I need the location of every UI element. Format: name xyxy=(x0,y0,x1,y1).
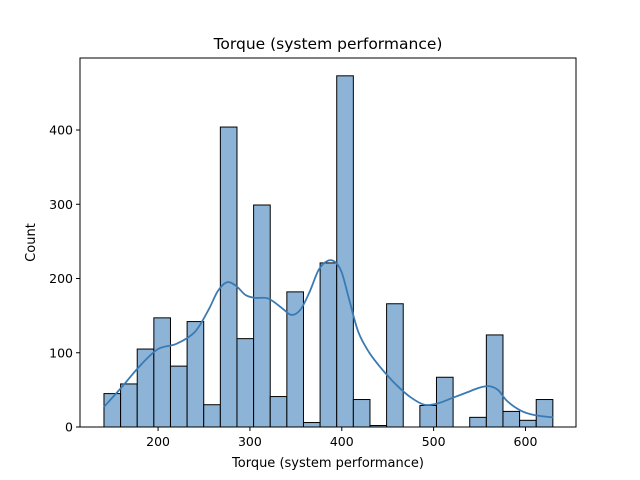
y-axis: 0 100 200 300 400 xyxy=(49,123,80,435)
histogram-bar xyxy=(419,404,437,428)
bars-layer xyxy=(103,75,554,428)
y-tick-label: 0 xyxy=(65,420,73,435)
y-axis-label: Count xyxy=(24,223,39,262)
histogram-bar xyxy=(535,399,554,428)
x-tick-label: 200 xyxy=(146,434,170,449)
x-tick-label: 400 xyxy=(330,434,354,449)
histogram-bar xyxy=(286,291,304,428)
plot-frame xyxy=(79,57,577,428)
histogram-bar xyxy=(336,75,354,428)
histogram-bar xyxy=(236,338,255,428)
histogram-bar xyxy=(319,262,338,428)
x-tick-label: 500 xyxy=(422,434,446,449)
histogram-bar xyxy=(502,410,521,428)
x-tick-label: 600 xyxy=(514,434,538,449)
histogram-bar xyxy=(352,399,371,428)
histogram-bar xyxy=(120,383,138,428)
histogram-bar xyxy=(302,422,321,428)
chart-title: Torque (system performance) xyxy=(213,35,443,53)
y-tick-label: 400 xyxy=(49,123,73,138)
histogram-bar xyxy=(469,416,487,428)
histogram-bar xyxy=(519,419,537,428)
y-tick-label: 200 xyxy=(49,271,73,286)
histogram-bar xyxy=(386,303,404,428)
histogram-bar xyxy=(485,334,504,428)
histogram-bar xyxy=(219,126,238,428)
histogram-bar xyxy=(169,365,188,428)
x-tick-label: 300 xyxy=(238,434,262,449)
kde-line xyxy=(103,259,554,419)
histogram-bar xyxy=(253,204,271,428)
x-axis-label: Torque (system performance) xyxy=(231,456,424,471)
histogram-bar xyxy=(269,396,288,428)
y-tick-label: 100 xyxy=(49,345,73,360)
y-tick-label: 300 xyxy=(49,197,73,212)
histogram-bar xyxy=(153,317,171,428)
x-axis: 200 300 400 500 600 xyxy=(146,427,537,449)
histogram-bar xyxy=(203,404,221,428)
